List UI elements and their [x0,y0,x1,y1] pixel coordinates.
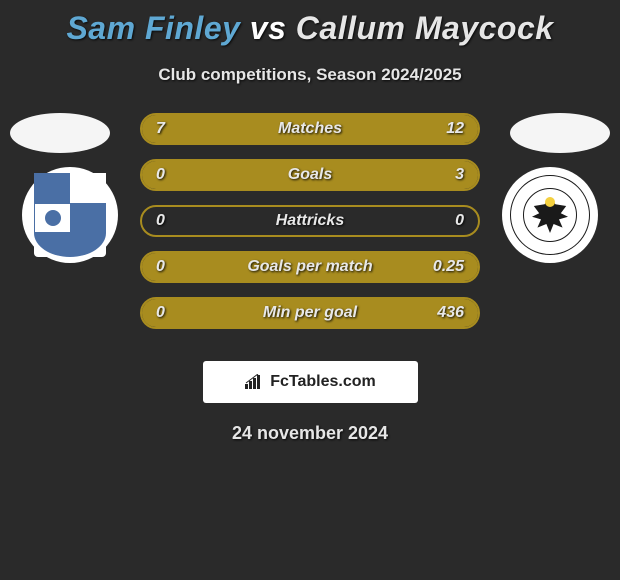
player2-name: Callum Maycock [296,10,554,46]
stat-value-right: 12 [446,120,464,138]
player1-oval [10,113,110,153]
stat-row: 0 Goals per match 0.25 [140,251,480,283]
player1-club-logo [22,167,118,263]
comparison-chart: 7 Matches 12 0 Goals 3 0 Hattricks 0 0 Goals per m… [0,113,620,343]
stat-value-left: 0 [156,304,165,322]
player2-oval [510,113,610,153]
stat-value-left: 0 [156,166,165,184]
stat-value-right: 436 [437,304,464,322]
stat-row: 0 Goals 3 [140,159,480,191]
stat-row: 7 Matches 12 [140,113,480,145]
stat-value-right: 0.25 [433,258,464,276]
source-badge-text: FcTables.com [270,373,376,391]
tranmere-crest-icon [34,173,106,257]
stat-value-right: 3 [455,166,464,184]
stat-label: Matches [278,120,342,138]
stat-label: Min per goal [263,304,357,322]
wimbledon-crest-icon [510,175,590,255]
date-label: 24 november 2024 [0,423,620,444]
stat-row: 0 Min per goal 436 [140,297,480,329]
stat-bars: 7 Matches 12 0 Goals 3 0 Hattricks 0 0 Goals per m… [140,113,480,343]
stat-label: Goals per match [247,258,372,276]
source-badge: FcTables.com [203,361,418,403]
stat-label: Goals [288,166,332,184]
stat-row: 0 Hattricks 0 [140,205,480,237]
page-title: Sam Finley vs Callum Maycock [0,0,620,47]
stat-value-left: 7 [156,120,165,138]
player2-club-logo [502,167,598,263]
stat-label: Hattricks [276,212,344,230]
subtitle: Club competitions, Season 2024/2025 [0,65,620,85]
stat-value-left: 0 [156,258,165,276]
stat-value-left: 0 [156,212,165,230]
stat-value-right: 0 [455,212,464,230]
chart-icon [244,374,264,390]
vs-label: vs [250,10,287,46]
player1-name: Sam Finley [66,10,240,46]
